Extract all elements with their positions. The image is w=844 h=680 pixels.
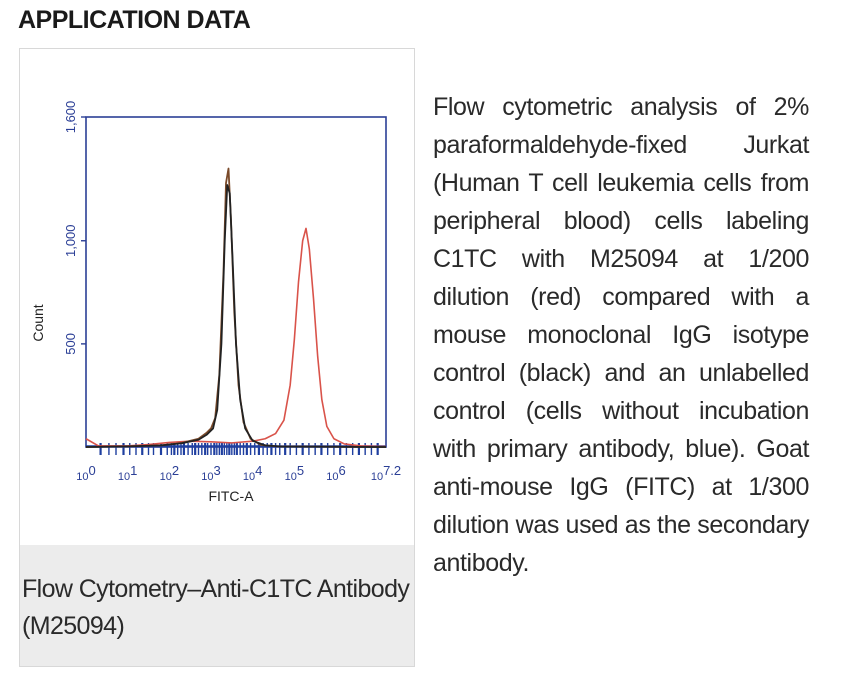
x-tick-label: 101	[118, 463, 137, 483]
y-axis-ticks: 500 1,000 1,600	[63, 101, 86, 355]
series-lines	[85, 167, 387, 448]
y-tick-label: 500	[63, 333, 78, 355]
figure-caption: Flow Cytometry–Anti-C1TC Antibody (M2509…	[20, 545, 414, 666]
red-series-line	[85, 227, 387, 448]
section-heading: APPLICATION DATA	[18, 6, 251, 34]
figure-panel: 500 1,000 1,600 100 101 102 103 104 105 106 107.2…	[19, 48, 415, 667]
flow-cytometry-histogram: 500 1,000 1,600 100 101 102 103 104 105 106 107.2…	[30, 101, 401, 504]
plot-frame	[85, 116, 387, 448]
x-tick-label: 103	[201, 463, 220, 483]
plot-layer: 500 1,000 1,600 100 101 102 103 104 105 106 107.2…	[30, 101, 401, 504]
x-tick-label: 105	[285, 463, 304, 483]
x-axis-label: FITC-A	[208, 488, 254, 504]
y-axis-label: Count	[30, 304, 46, 341]
x-tick-label: 106	[326, 463, 345, 483]
brown-series-line	[85, 167, 387, 448]
blue-rug-series	[86, 443, 386, 455]
figure-description: Flow cytometric analysis of 2% paraforma…	[433, 93, 809, 577]
y-tick-label: 1,000	[63, 224, 78, 257]
x-tick-label: 104	[243, 463, 262, 483]
x-tick-label: 107.2	[371, 463, 401, 483]
black-series-line	[85, 184, 387, 448]
x-tick-label: 102	[160, 463, 179, 483]
x-axis-ticks: 100 101 102 103 104 105 106 107.2	[76, 463, 401, 483]
x-tick-label: 100	[76, 463, 95, 483]
y-tick-label: 1,600	[63, 101, 78, 134]
